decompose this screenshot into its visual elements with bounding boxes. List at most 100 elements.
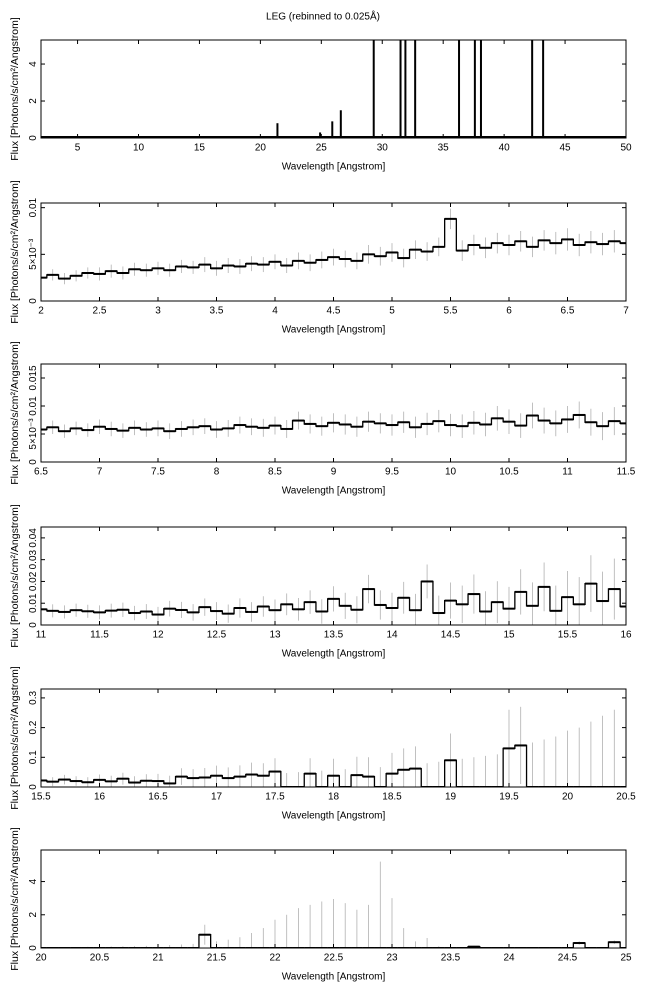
y-axis-label: Flux [Photons/s/cm²/Angstrom] [9, 666, 21, 810]
x-axis-label: Wavelength [Angstrom] [282, 972, 386, 983]
y-tick-label: 0 [28, 945, 39, 951]
y-tick-label: 0.01 [28, 396, 39, 416]
x-tick-label: 19 [445, 792, 457, 803]
x-tick-label: 17.5 [265, 792, 285, 803]
x-tick-label: 35 [438, 143, 450, 154]
x-tick-label: 16 [620, 630, 632, 641]
x-axis-label: Wavelength [Angstrom] [282, 649, 386, 660]
plot-frame [40, 363, 627, 463]
x-axis-label: Wavelength [Angstrom] [282, 811, 386, 822]
plot-area [41, 555, 626, 625]
y-tick-label: 0.015 [28, 365, 39, 390]
y-axis-label: Flux [Photons/s/cm²/Angstrom] [9, 17, 21, 161]
y-tick-label: 0.02 [28, 571, 39, 591]
x-tick-label: 23 [386, 953, 398, 964]
y-tick-label: 0 [28, 622, 39, 628]
x-tick-label: 25 [316, 143, 328, 154]
x-tick-label: 30 [377, 143, 389, 154]
x-tick-label: 10 [133, 143, 145, 154]
y-axis-label: Flux [Photons/s/cm²/Angstrom] [9, 827, 21, 971]
x-tick-label: 21.5 [207, 953, 227, 964]
y-tick-label: 0 [28, 784, 39, 790]
x-tick-label: 45 [560, 143, 572, 154]
x-tick-label: 14 [386, 630, 398, 641]
x-tick-label: 6 [506, 306, 512, 317]
x-tick-label: 19.5 [499, 792, 519, 803]
x-tick-label: 7.5 [151, 467, 165, 478]
x-axis-label: Wavelength [Angstrom] [282, 486, 386, 497]
x-tick-label: 11 [562, 467, 573, 478]
y-tick-label: 4 [28, 61, 39, 67]
x-tick-label: 4.5 [327, 306, 341, 317]
y-tick-label: 0 [28, 135, 39, 141]
x-tick-label: 18 [328, 792, 340, 803]
y-axis-label: Flux [Photons/s/cm²/Angstrom] [9, 341, 21, 485]
y-tick-label: 2 [28, 98, 39, 104]
x-tick-label: 18.5 [382, 792, 402, 803]
plot-frame [40, 849, 627, 949]
x-tick-label: 20.5 [90, 953, 110, 964]
x-tick-label: 15 [194, 143, 206, 154]
x-tick-label: 14.5 [441, 630, 461, 641]
x-tick-label: 25 [620, 953, 632, 964]
x-tick-label: 4 [272, 306, 278, 317]
plot-area [41, 208, 626, 285]
y-tick-label: 5×10⁻³ [28, 418, 39, 450]
y-tick-label: 0 [28, 459, 39, 465]
x-tick-label: 3 [155, 306, 161, 317]
x-tick-label: 17 [211, 792, 223, 803]
x-tick-label: 15.5 [31, 792, 51, 803]
x-tick-label: 11.5 [90, 630, 109, 641]
x-tick-label: 2.5 [93, 306, 107, 317]
y-tick-label: 2 [28, 912, 39, 918]
x-tick-label: 50 [620, 143, 632, 154]
x-tick-label: 11 [36, 630, 47, 641]
x-tick-label: 40 [499, 143, 511, 154]
x-tick-label: 6.5 [561, 306, 575, 317]
y-tick-label: 0.1 [28, 750, 39, 764]
x-tick-label: 13.5 [324, 630, 344, 641]
x-tick-label: 23.5 [441, 953, 461, 964]
x-tick-label: 12 [152, 630, 164, 641]
x-tick-label: 9.5 [385, 467, 399, 478]
plot-area [41, 401, 626, 441]
plot-area [41, 40, 626, 138]
x-tick-label: 5 [389, 306, 395, 317]
x-axis-label: Wavelength [Angstrom] [282, 162, 386, 173]
x-tick-label: 10.5 [499, 467, 519, 478]
y-tick-label: 0.01 [28, 197, 39, 217]
x-tick-label: 20 [255, 143, 267, 154]
x-tick-label: 9 [331, 467, 337, 478]
y-tick-label: 0.2 [28, 720, 39, 734]
x-tick-label: 6.5 [34, 467, 48, 478]
x-tick-label: 20 [35, 953, 47, 964]
plot-frame [40, 688, 627, 788]
x-tick-label: 11.5 [617, 467, 636, 478]
y-tick-label: 0.03 [28, 549, 39, 569]
y-axis-label: Flux [Photons/s/cm²/Angstrom] [9, 180, 21, 324]
plot-frame [40, 39, 627, 139]
x-tick-label: 16.5 [148, 792, 168, 803]
chart-title: LEG (rebinned to 0.025Å) [266, 10, 380, 23]
plot-frame [40, 202, 627, 302]
x-tick-label: 8.5 [268, 467, 282, 478]
y-tick-label: 0.3 [28, 691, 39, 705]
x-tick-label: 3.5 [210, 306, 224, 317]
y-axis-label: Flux [Photons/s/cm²/Angstrom] [9, 504, 21, 648]
x-tick-label: 8 [214, 467, 220, 478]
x-tick-label: 5.5 [444, 306, 458, 317]
x-tick-label: 16 [94, 792, 106, 803]
x-tick-label: 12.5 [207, 630, 227, 641]
x-tick-label: 20.5 [616, 792, 636, 803]
x-tick-label: 10 [445, 467, 457, 478]
x-tick-label: 5 [75, 143, 81, 154]
x-tick-label: 7 [623, 306, 629, 317]
plot-area [41, 861, 626, 948]
x-tick-label: 20 [562, 792, 574, 803]
x-tick-label: 21 [152, 953, 164, 964]
x-tick-label: 24.5 [558, 953, 578, 964]
y-tick-label: 0 [28, 298, 39, 304]
y-tick-label: 0.01 [28, 593, 39, 613]
y-tick-label: 0.04 [28, 528, 39, 548]
